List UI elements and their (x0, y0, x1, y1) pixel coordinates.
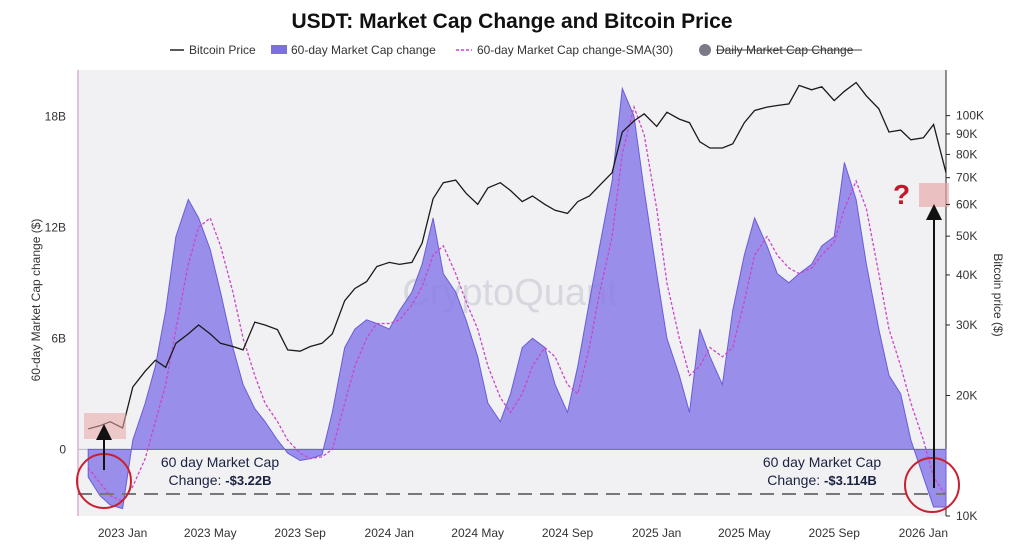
legend-market-cap-swatch (271, 45, 287, 54)
y-left-axis-label: 60-day Market Cap change ($) (29, 219, 43, 382)
legend-bitcoin-price[interactable]: Bitcoin Price (189, 43, 256, 57)
y-right-tick-label: 90K (956, 127, 977, 141)
annotation-right-line1: 60 day Market Cap (763, 454, 881, 470)
x-tick-label: 2025 Jan (632, 526, 681, 540)
chart-title: USDT: Market Cap Change and Bitcoin Pric… (291, 10, 732, 33)
question-mark: ? (893, 179, 910, 210)
y-right-tick-label: 30K (956, 318, 977, 332)
x-axis-ticks: 2023 Jan 2023 May 2023 Sep 2024 Jan 2024 May… (98, 526, 948, 540)
y-left-axis-ticks: 0 6B 12B 18B (45, 109, 67, 456)
legend-sma[interactable]: 60-day Market Cap change-SMA(30) (477, 43, 673, 57)
y-right-tick-label: 10K (956, 509, 977, 523)
y-right-tick-label: 50K (956, 229, 977, 243)
x-tick-label: 2025 Sep (809, 526, 861, 540)
legend-daily-dot (699, 44, 711, 56)
y-right-axis-ticks: 10K 20K 30K 40K 50K 60K 70K 80K 90K 100K (946, 109, 984, 523)
highlight-circle-right (904, 457, 960, 513)
y-right-tick-label: 80K (956, 147, 977, 161)
x-tick-label: 2024 Jan (365, 526, 414, 540)
y-right-tick-label: 100K (956, 109, 984, 123)
y-right-tick-label: 20K (956, 388, 977, 402)
annotation-left-line2: Change: -$3.22B (168, 472, 271, 488)
y-left-tick-label: 12B (45, 220, 66, 234)
highlight-box-right (919, 183, 949, 207)
x-tick-label: 2024 May (451, 526, 504, 540)
y-right-tick-label: 70K (956, 171, 977, 185)
x-tick-label: 2026 Jan (899, 526, 948, 540)
y-right-tick-label: 40K (956, 268, 977, 282)
annotation-right-line2: Change: -$3.114B (767, 472, 877, 488)
x-tick-label: 2025 May (718, 526, 771, 540)
annotation-left-line1: 60 day Market Cap (161, 454, 279, 470)
x-tick-label: 2023 Jan (98, 526, 147, 540)
legend-market-cap-change[interactable]: 60-day Market Cap change (291, 43, 436, 57)
series-market-cap-change-area (87, 86, 947, 510)
x-tick-label: 2023 May (184, 526, 237, 540)
y-left-tick-label: 0 (59, 442, 66, 456)
series-bitcoin-price-line (88, 81, 947, 430)
series-sma-line (87, 104, 947, 503)
y-right-tick-label: 60K (956, 197, 977, 211)
x-tick-label: 2023 Sep (274, 526, 326, 540)
y-right-axis-label: Bitcoin price ($) (991, 253, 1005, 336)
legend: Bitcoin Price 60-day Market Cap change 6… (170, 43, 862, 57)
x-tick-label: 2024 Sep (542, 526, 594, 540)
y-left-tick-label: 6B (51, 331, 66, 345)
y-left-tick-label: 18B (45, 109, 66, 123)
